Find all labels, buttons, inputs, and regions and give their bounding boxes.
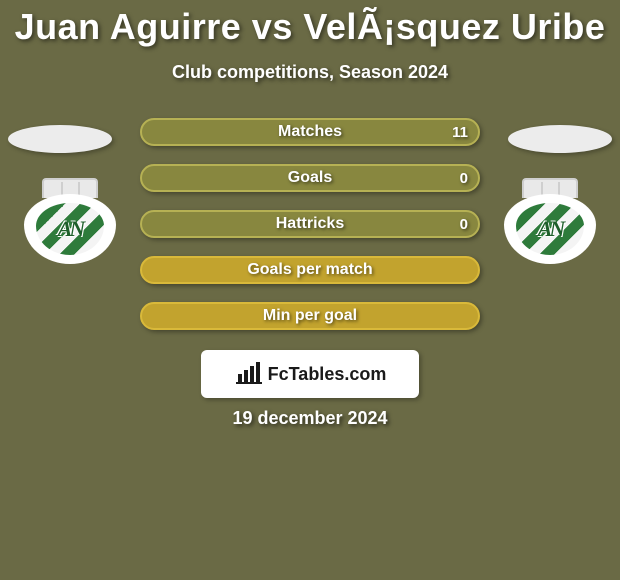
stat-row: Matches 11 bbox=[140, 118, 480, 146]
stat-value: 0 bbox=[460, 170, 468, 187]
stat-row: Hattricks 0 bbox=[140, 210, 480, 238]
stat-label: Goals per match bbox=[247, 261, 372, 279]
brand-box: FcTables.com bbox=[201, 350, 419, 398]
stat-label: Goals bbox=[288, 169, 332, 187]
stat-row: Min per goal bbox=[140, 302, 480, 330]
subtitle: Club competitions, Season 2024 bbox=[0, 62, 620, 83]
stat-label: Matches bbox=[278, 123, 342, 141]
page-title: Juan Aguirre vs VelÃ¡squez Uribe bbox=[0, 0, 620, 48]
stat-value: 0 bbox=[460, 216, 468, 233]
stat-value: 11 bbox=[452, 124, 468, 141]
comparison-card: Juan Aguirre vs VelÃ¡squez Uribe Club co… bbox=[0, 0, 620, 580]
bar-chart-icon bbox=[234, 362, 262, 386]
stats-column-wrapper: Matches 11 Goals 0 Hattricks 0 Goals per match… bbox=[0, 118, 620, 330]
stat-row: Goals 0 bbox=[140, 164, 480, 192]
stat-label: Min per goal bbox=[263, 307, 357, 325]
stat-row: Goals per match bbox=[140, 256, 480, 284]
brand-text: FcTables.com bbox=[268, 364, 387, 385]
date-line: 19 december 2024 bbox=[0, 408, 620, 429]
stats-column: Matches 11 Goals 0 Hattricks 0 Goals per match… bbox=[140, 118, 480, 330]
stat-label: Hattricks bbox=[276, 215, 344, 233]
